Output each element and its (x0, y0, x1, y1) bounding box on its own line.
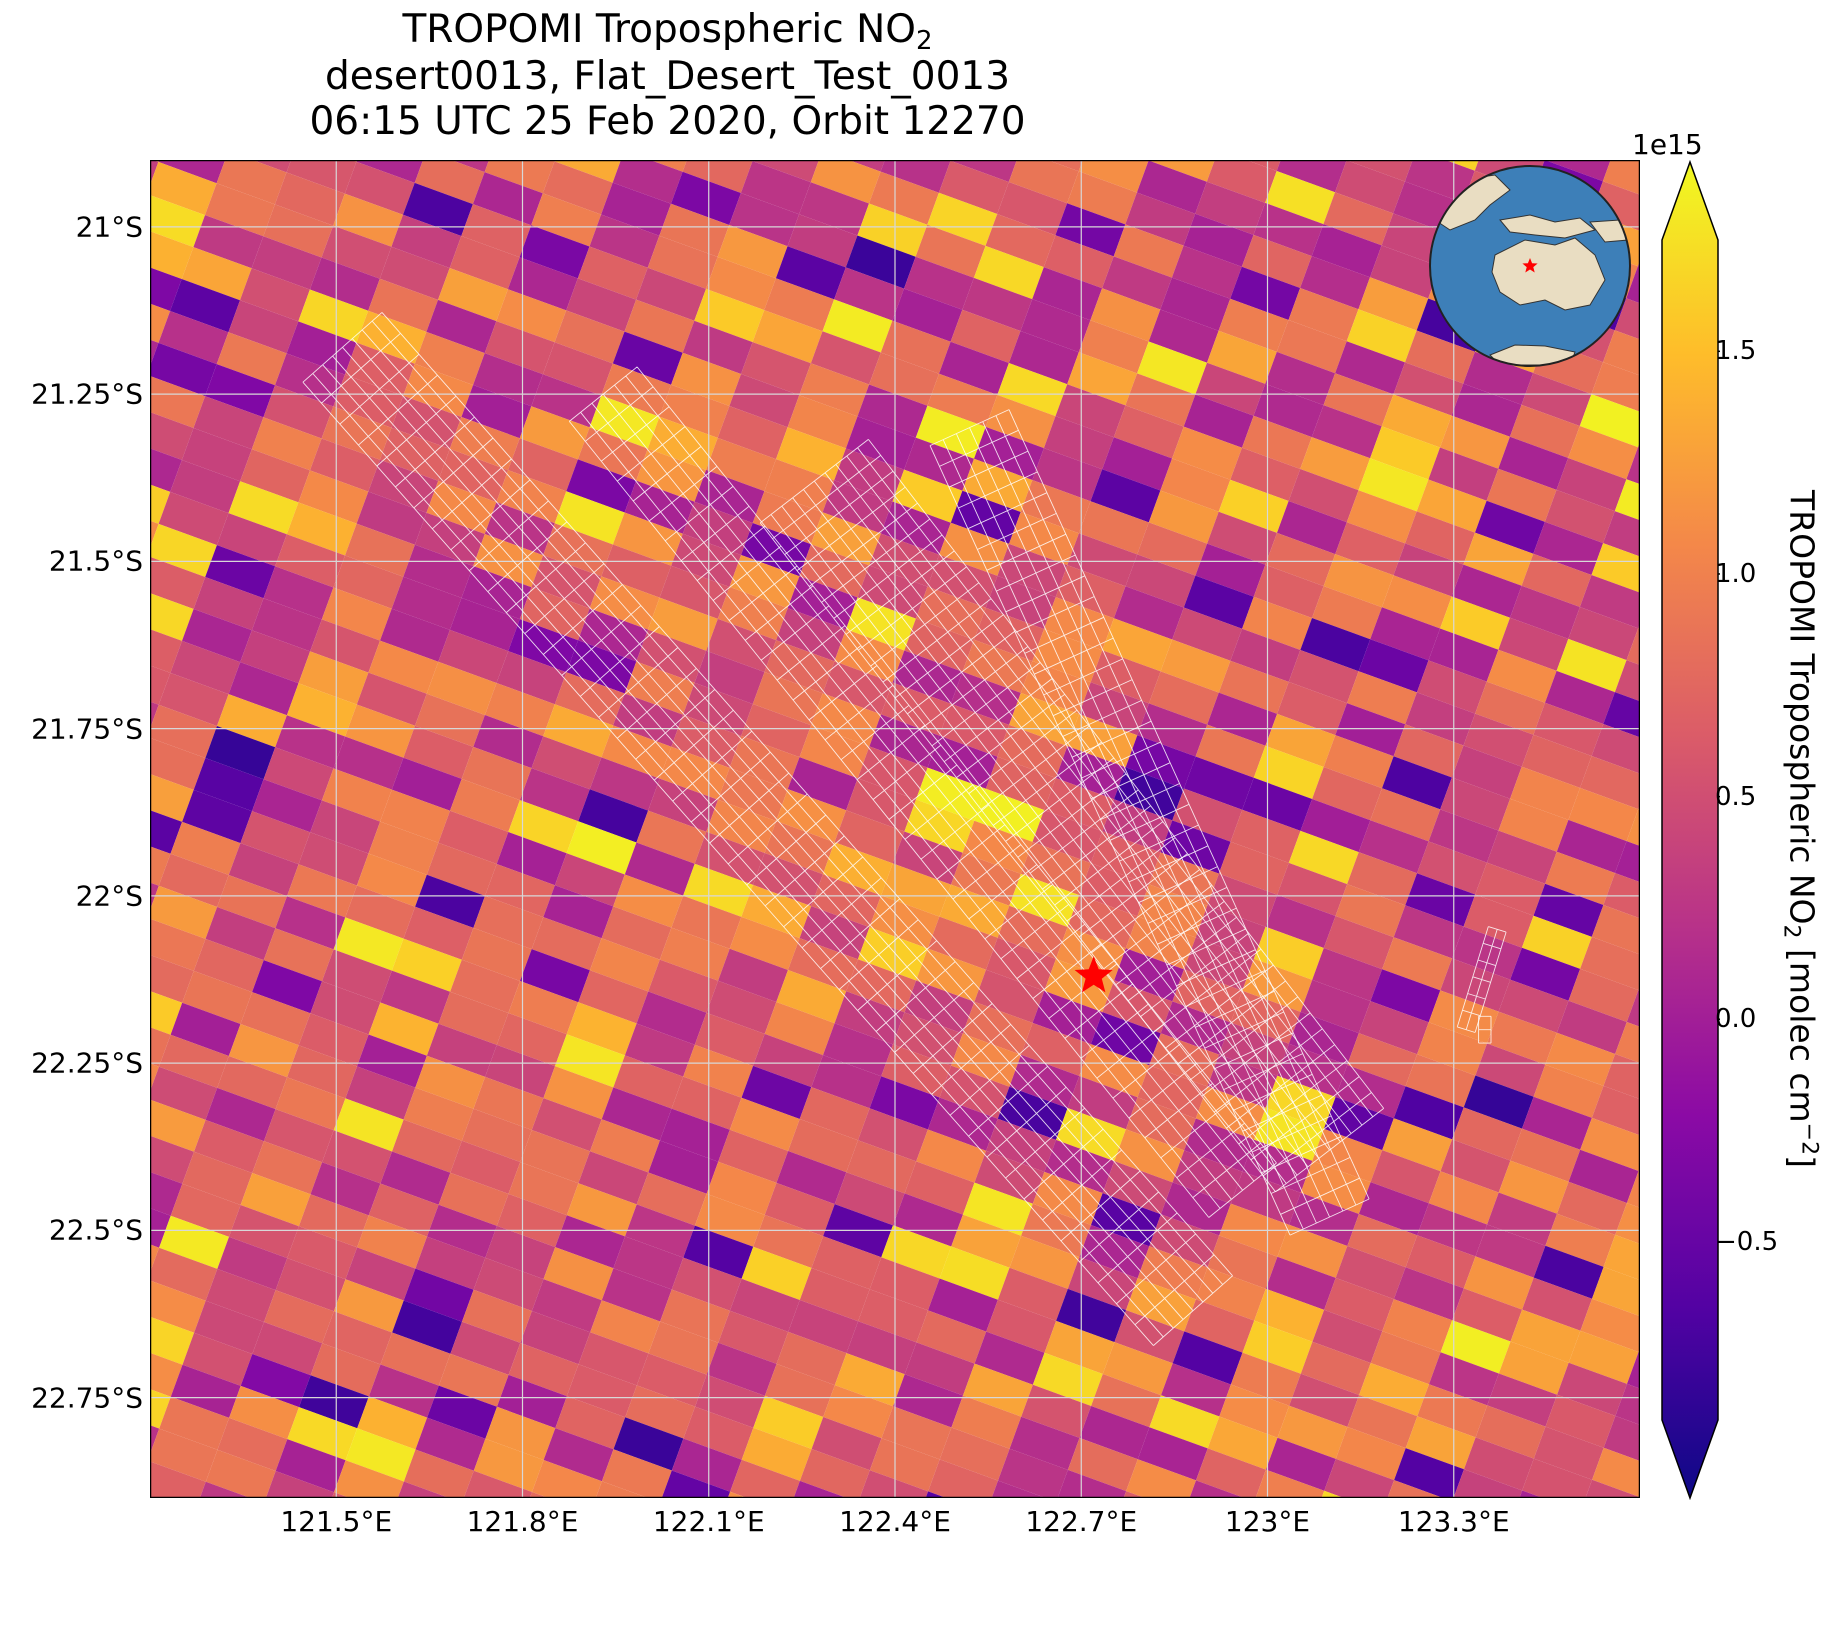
colorbar-label: TROPOMI Tropospheric NO2 [molec cm−2] (1779, 490, 1822, 1168)
chart-title-line3: 06:15 UTC 25 Feb 2020, Orbit 12270 (0, 100, 1335, 144)
created-date: Created 4 Sep 2024 (1126, 1588, 1420, 1617)
map-svg[interactable] (150, 160, 1640, 1498)
colorbar-tick-label: −0.5 (1715, 1227, 1778, 1257)
credits: Created 4 Sep 2024 Source: NASA/JPL-Calt… (1126, 1588, 1420, 1646)
lat-tick-label: 21.5°S (49, 545, 143, 578)
colorbar-gradient (1662, 162, 1718, 1498)
colorbar-tick-label: 0.0 (1715, 1004, 1756, 1034)
cb-label-sub: 2 (1779, 925, 1804, 939)
lon-tick-label: 121.8°E (467, 1505, 579, 1538)
lat-tick-label: 22.25°S (31, 1047, 143, 1080)
colorbar (1660, 160, 1720, 1500)
lon-tick-label: 122.7°E (1025, 1505, 1137, 1538)
lat-tick-label: 22.75°S (31, 1381, 143, 1414)
lon-tick-label: 122.1°E (653, 1505, 765, 1538)
lat-tick-label: 21.25°S (31, 378, 143, 411)
lon-tick-label: 123°E (1225, 1505, 1310, 1538)
source-credit: Source: NASA/JPL-Caltech (1126, 1617, 1420, 1646)
colorbar-exponent: 1e15 (1632, 128, 1703, 161)
lat-tick-label: 21°S (76, 210, 143, 243)
lat-tick-label: 21.75°S (31, 712, 143, 745)
cb-label-suffix: ] (1783, 1155, 1822, 1168)
colorbar-tick-label: 0.5 (1715, 782, 1756, 812)
map-panel[interactable]: Created 4 Sep 2024 Source: NASA/JPL-Calt… (150, 160, 1640, 1498)
cb-label-mid: [molec cm (1783, 939, 1822, 1123)
chart-title-line2: desert0013, Flat_Desert_Test_0013 (0, 55, 1335, 99)
title-subscript: 2 (916, 26, 933, 56)
colorbar-tick-label: 1.5 (1715, 336, 1756, 366)
lat-tick-label: 22°S (76, 879, 143, 912)
cb-label-sup: −2 (1797, 1123, 1822, 1155)
lon-tick-label: 123.3°E (1398, 1505, 1510, 1538)
lat-tick-label: 22.5°S (49, 1214, 143, 1247)
colorbar-tick-label: 1.0 (1715, 559, 1756, 589)
lon-tick-label: 121.5°E (280, 1505, 392, 1538)
lon-tick-label: 122.4°E (839, 1505, 951, 1538)
inset-globe (1430, 166, 1630, 366)
title-prefix: TROPOMI Tropospheric NO (402, 7, 916, 52)
cb-label-prefix: TROPOMI Tropospheric NO (1783, 490, 1822, 925)
